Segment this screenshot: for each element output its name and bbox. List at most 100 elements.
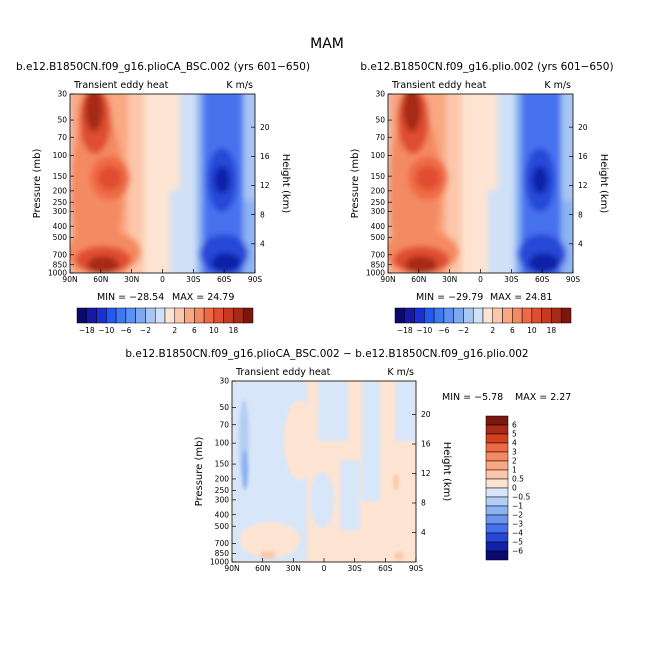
y-axis-label: Pressure (mb): [32, 149, 43, 219]
x-tick-label: 60N: [255, 564, 270, 573]
x-tick-label: 60S: [217, 275, 232, 284]
height-tick-label: 12: [578, 181, 588, 190]
y-tick-label: 850: [53, 260, 68, 269]
colorbar-tick-label: 3: [512, 448, 517, 457]
y-tick-label: 30: [219, 377, 229, 386]
y-tick-label: 70: [57, 133, 67, 142]
y-tick-label: 700: [371, 250, 386, 259]
colorbar-swatch: [472, 307, 484, 324]
y-tick-label: 200: [371, 186, 386, 195]
colorbar-tick-label: 5: [512, 430, 517, 439]
y-tick-label: 400: [371, 222, 386, 231]
y-tick-label: 250: [371, 198, 386, 207]
panel-1: b.e12.B1850CN.f09_g16.plioCA_BSC.002 (yr…: [16, 61, 310, 335]
x-tick-label: 60N: [93, 275, 108, 284]
panel-2-field: [388, 94, 573, 273]
x-tick-label: 60S: [535, 275, 550, 284]
x-tick-label: 30N: [442, 275, 457, 284]
colorbar-tick-label: −18: [397, 326, 413, 335]
height-tick-label: 16: [421, 440, 431, 449]
panel-3-units: K m/s: [387, 367, 414, 378]
colorbar-swatch: [502, 307, 513, 324]
x-tick-label: 60N: [411, 275, 426, 284]
y-tick-label: 200: [215, 475, 230, 484]
colorbar-swatch: [96, 307, 107, 324]
x-tick-label: 30N: [124, 275, 139, 284]
y-tick-label: 70: [219, 420, 229, 429]
colorbar-swatch: [485, 424, 509, 435]
colorbar-swatch: [164, 307, 176, 324]
colorbar-tick-label: 0.5: [512, 475, 524, 484]
y-tick-label: 30: [57, 90, 67, 99]
x-tick-label: 90S: [566, 275, 581, 284]
colorbar-swatch: [512, 307, 523, 324]
panel-2-axes: 305070100150200250300400500700850100090N…: [350, 90, 609, 284]
colorbar-tick-label: 2: [490, 326, 495, 335]
colorbar-tick-label: 10: [209, 326, 219, 335]
height-tick-label: 12: [421, 469, 431, 478]
y-tick-label: 150: [53, 172, 68, 181]
colorbar-tick-label: 1: [512, 466, 517, 475]
colorbar-swatch: [485, 433, 509, 444]
colorbar-swatch: [404, 307, 415, 324]
colorbar-tick-label: 2: [172, 326, 177, 335]
x-tick-label: 90N: [62, 275, 77, 284]
colorbar-swatch: [485, 415, 509, 426]
colorbar-swatch: [485, 496, 509, 507]
height-tick-label: 8: [260, 210, 265, 219]
y-tick-label: 50: [219, 403, 229, 412]
height-tick-label: 4: [421, 528, 426, 537]
panel-2-colorbar: −18 −10 −6 −2 2 6 10 18: [394, 307, 572, 335]
height-tick-label: 12: [260, 181, 270, 190]
colorbar-swatch: [184, 307, 195, 324]
colorbar-tick-label: −18: [79, 326, 95, 335]
y-tick-label: 300: [215, 495, 230, 504]
y-tick-label: 850: [215, 549, 230, 558]
colorbar-swatch: [242, 307, 254, 324]
colorbar-tick-label: −6: [438, 326, 449, 335]
y-axis-label: Pressure (mb): [350, 149, 361, 219]
x-tick-label: 90N: [224, 564, 239, 573]
colorbar-tick-label: 6: [510, 326, 515, 335]
x-tick-label: 90S: [409, 564, 424, 573]
height-tick-label: 4: [260, 239, 265, 248]
colorbar-swatch: [485, 451, 509, 462]
colorbar-swatch: [433, 307, 445, 324]
colorbar-tick-label: −6: [512, 547, 523, 556]
x-tick-label: 0: [322, 564, 327, 573]
panel-1-field: [70, 94, 255, 273]
colorbar-tick-label: −10: [98, 326, 114, 335]
colorbar-swatch: [453, 307, 464, 324]
colorbar-tick-label: −1: [512, 502, 523, 511]
y-tick-label: 500: [53, 233, 68, 242]
x-tick-label: 30N: [286, 564, 301, 573]
colorbar-swatch: [551, 307, 562, 324]
height-tick-label: 8: [421, 499, 426, 508]
y-tick-label: 500: [371, 233, 386, 242]
panel-3-min: MIN = −5.78: [442, 392, 503, 403]
colorbar-swatch: [485, 514, 509, 525]
panel-2-min: MIN = −29.79: [416, 292, 483, 303]
height-tick-label: 20: [260, 123, 270, 132]
colorbar-swatch: [560, 307, 572, 324]
panel-2-left-label: Transient eddy heat: [391, 80, 487, 91]
panel-2-max: MAX = 24.81: [490, 292, 552, 303]
colorbar-swatch: [485, 532, 509, 543]
height-tick-label: 4: [578, 239, 583, 248]
colorbar-tick-label: 18: [229, 326, 239, 335]
colorbar-tick-label: 4: [512, 439, 517, 448]
y-tick-label: 250: [53, 198, 68, 207]
colorbar-swatch: [485, 541, 509, 552]
panel-2-units: K m/s: [544, 80, 571, 91]
x-tick-label: 30S: [504, 275, 519, 284]
panel-1-title: b.e12.B1850CN.f09_g16.plioCA_BSC.002 (yr…: [16, 61, 310, 73]
colorbar-swatch: [482, 307, 494, 324]
y-tick-label: 30: [375, 90, 385, 99]
height-axis-label: Height (km): [441, 442, 452, 502]
colorbar-swatch: [115, 307, 127, 324]
colorbar-swatch: [125, 307, 136, 324]
colorbar-swatch: [485, 478, 509, 489]
panel-1-max: MAX = 24.79: [172, 292, 234, 303]
colorbar-swatch: [194, 307, 205, 324]
